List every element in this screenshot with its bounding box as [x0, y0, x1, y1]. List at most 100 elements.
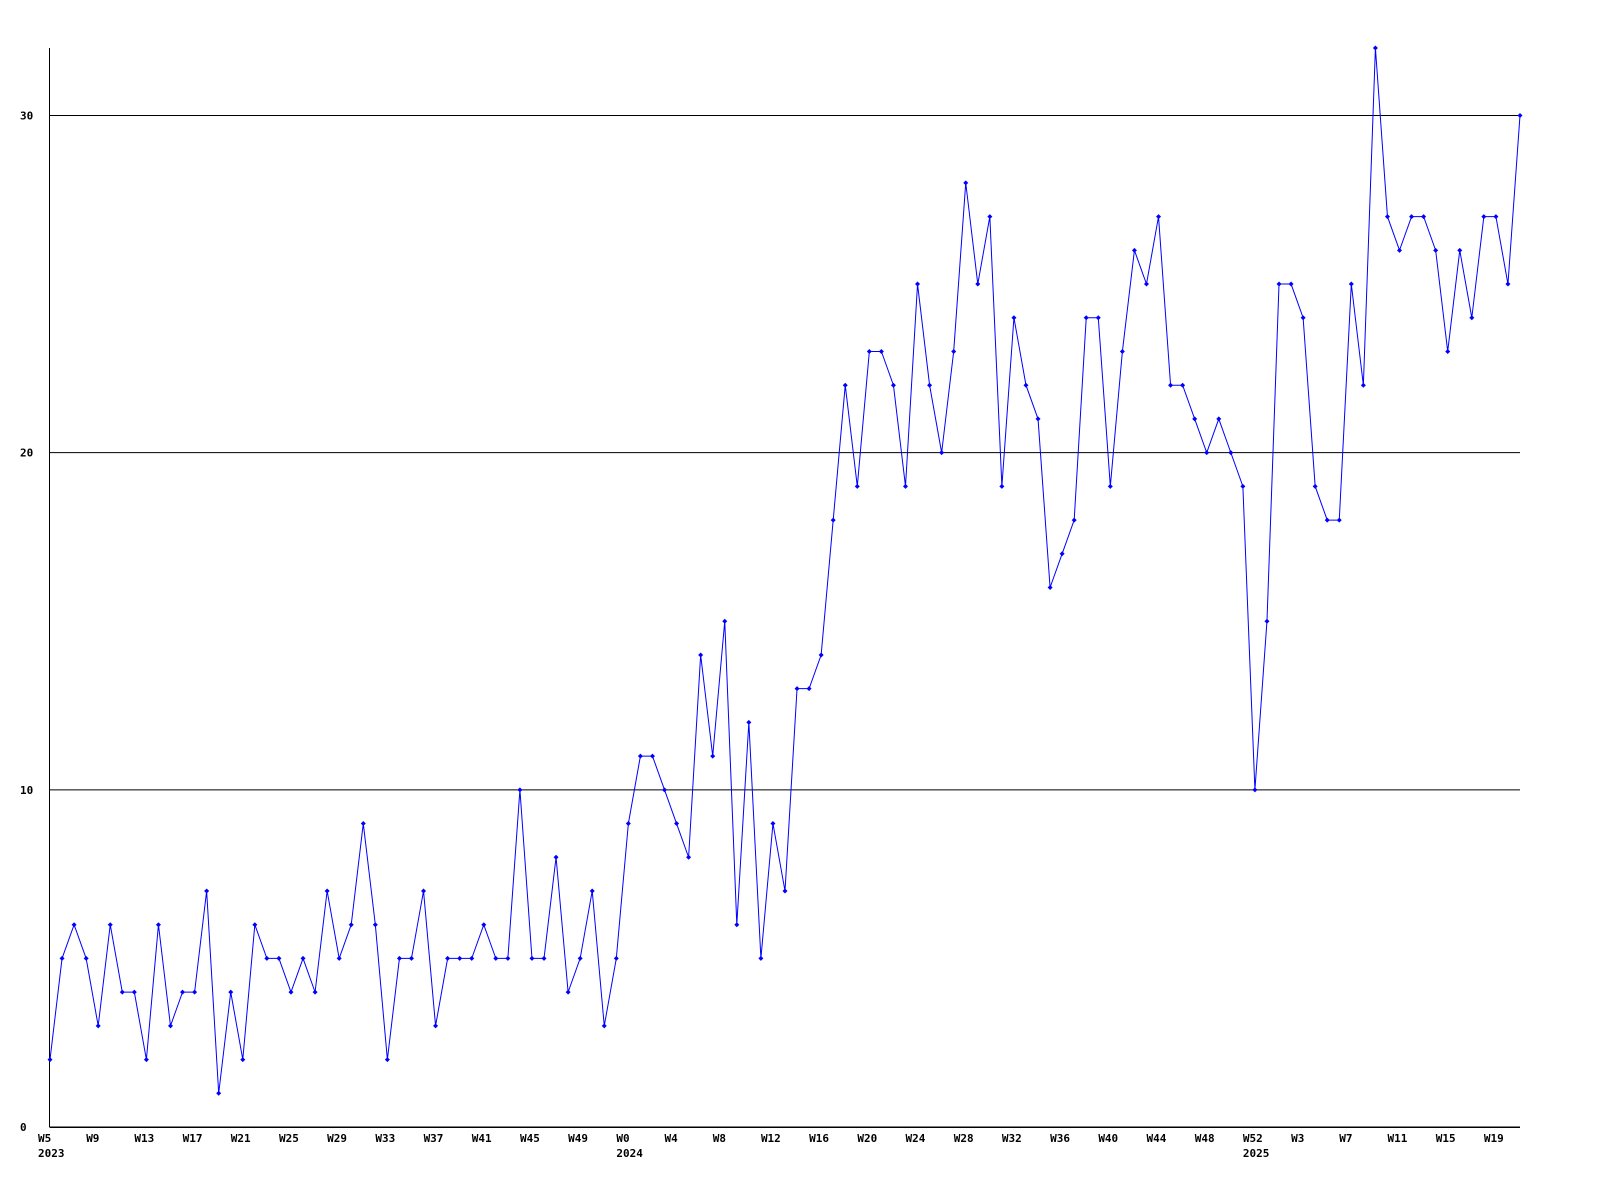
data-point — [927, 382, 933, 388]
data-point — [360, 821, 366, 827]
data-point — [493, 955, 499, 961]
data-point — [1131, 247, 1137, 253]
x-tick-label: W24 — [906, 1132, 926, 1145]
data-point — [601, 1023, 607, 1029]
data-point — [1180, 382, 1186, 388]
data-point — [408, 955, 414, 961]
data-point — [276, 955, 282, 961]
x-tick-label: W41 — [472, 1132, 492, 1145]
x-tick-label: W0 — [616, 1132, 629, 1145]
x-tick-label: W25 — [279, 1132, 299, 1145]
data-point — [1372, 45, 1378, 51]
data-point — [589, 888, 595, 894]
x-tick-label: W5 — [38, 1132, 51, 1145]
data-point — [348, 922, 354, 928]
data-point — [1469, 315, 1475, 321]
data-point — [625, 821, 631, 827]
data-point — [1397, 247, 1403, 253]
x-tick-label: W7 — [1339, 1132, 1352, 1145]
data-point — [1095, 315, 1101, 321]
data-point — [758, 955, 764, 961]
x-tick-label: W11 — [1388, 1132, 1408, 1145]
data-point — [649, 753, 655, 759]
y-tick-label: 30 — [20, 109, 33, 122]
data-point — [324, 888, 330, 894]
data-point — [1216, 416, 1222, 422]
data-point — [806, 686, 812, 692]
data-point — [445, 955, 451, 961]
data-point — [770, 821, 776, 827]
data-point — [288, 989, 294, 995]
data-point — [1264, 618, 1270, 624]
data-point — [1457, 247, 1463, 253]
data-point — [155, 922, 161, 928]
data-point — [637, 753, 643, 759]
data-point — [1445, 348, 1451, 354]
x-tick-label: W21 — [231, 1132, 251, 1145]
data-point — [372, 922, 378, 928]
data-point — [565, 989, 571, 995]
data-point — [1300, 315, 1306, 321]
x-tick-label: W17 — [183, 1132, 203, 1145]
x-tick-label: W9 — [86, 1132, 99, 1145]
data-point — [1011, 315, 1017, 321]
data-point — [662, 787, 668, 793]
data-point — [71, 922, 77, 928]
y-tick-label: 10 — [20, 784, 33, 797]
y-tick-label: 0 — [20, 1121, 27, 1134]
data-point — [469, 955, 475, 961]
data-point — [951, 348, 957, 354]
x-tick-label: W45 — [520, 1132, 540, 1145]
data-point — [1288, 281, 1294, 287]
data-point — [1168, 382, 1174, 388]
data-point — [529, 955, 535, 961]
data-point — [1517, 112, 1523, 118]
x-tick-label: W19 — [1484, 1132, 1504, 1145]
x-tick-label: W49 — [568, 1132, 588, 1145]
x-tick-label: W29 — [327, 1132, 347, 1145]
y-tick-label: 20 — [20, 447, 33, 460]
x-tick-label: W4 — [665, 1132, 679, 1145]
data-point — [1252, 787, 1258, 793]
x-tick-label: W20 — [857, 1132, 877, 1145]
data-point — [541, 955, 547, 961]
data-point — [192, 989, 198, 995]
data-point — [794, 686, 800, 692]
data-point — [457, 955, 463, 961]
data-point — [264, 955, 270, 961]
data-point — [95, 1023, 101, 1029]
data-point — [228, 989, 234, 995]
data-point — [902, 483, 908, 489]
data-point — [1071, 517, 1077, 523]
data-point — [878, 348, 884, 354]
data-point — [1336, 517, 1342, 523]
data-point — [1192, 416, 1198, 422]
data-point — [204, 888, 210, 894]
data-point — [1409, 214, 1415, 220]
data-point — [1324, 517, 1330, 523]
x-tick-label: W32 — [1002, 1132, 1022, 1145]
data-point — [312, 989, 318, 995]
data-point — [143, 1057, 149, 1063]
data-point — [866, 348, 872, 354]
data-point — [59, 955, 65, 961]
data-point — [505, 955, 511, 961]
data-point — [782, 888, 788, 894]
x-tick-label: W3 — [1291, 1132, 1304, 1145]
x-year-label: 2023 — [38, 1147, 65, 1160]
data-point — [1312, 483, 1318, 489]
data-point — [1505, 281, 1511, 287]
data-point — [396, 955, 402, 961]
x-tick-label: W40 — [1098, 1132, 1118, 1145]
x-tick-label: W15 — [1436, 1132, 1456, 1145]
data-point — [1023, 382, 1029, 388]
data-point — [939, 450, 945, 456]
data-point — [180, 989, 186, 995]
data-point — [47, 1057, 53, 1063]
data-point — [167, 1023, 173, 1029]
data-point — [433, 1023, 439, 1029]
data-point — [1276, 281, 1282, 287]
data-point — [1228, 450, 1234, 456]
